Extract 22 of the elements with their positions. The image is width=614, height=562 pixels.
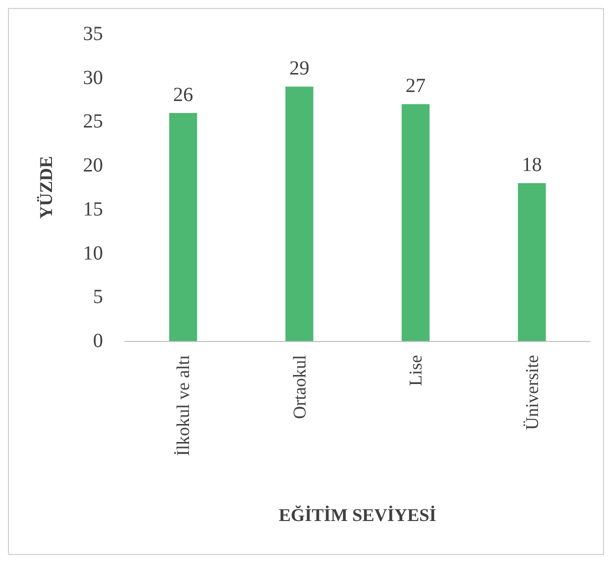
y-tick-label: 25 [83,110,103,133]
x-axis-title: EĞİTİM SEVİYESİ [278,505,436,525]
x-tick-label: Ortaokul [289,355,310,419]
bar [518,183,546,341]
data-label: 29 [289,58,310,80]
y-tick-label: 35 [83,23,103,45]
y-axis-title: YÜZDE [36,156,56,220]
y-tick-label: 30 [83,66,103,89]
bar [402,104,430,341]
y-tick-label: 0 [93,330,103,352]
data-label: 27 [406,75,426,98]
data-label: 26 [173,84,194,106]
y-tick-label: 20 [83,154,103,177]
bar [169,112,198,341]
y-tick-label: 10 [83,242,103,264]
y-tick-label: 15 [83,198,103,220]
y-tick-label: 5 [93,286,103,308]
data-label: 18 [522,154,542,176]
x-tick-label: Lise [406,355,426,386]
x-tick-label: Üniversite [522,354,542,430]
x-tick-label: İlkokul ve altı [173,355,194,456]
bar [285,86,314,341]
